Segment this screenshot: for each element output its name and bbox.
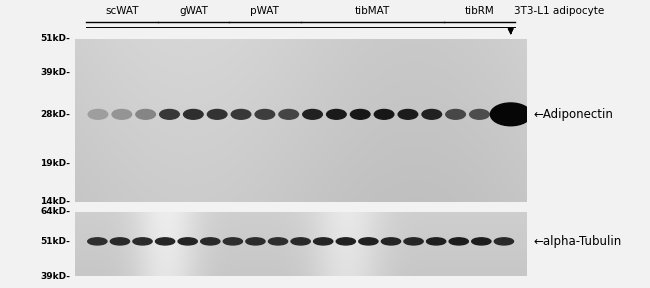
Ellipse shape: [422, 109, 441, 119]
Ellipse shape: [426, 238, 446, 245]
Ellipse shape: [255, 109, 275, 119]
Ellipse shape: [88, 109, 108, 119]
Ellipse shape: [178, 238, 198, 245]
Text: 51kD-: 51kD-: [40, 34, 70, 43]
Ellipse shape: [449, 238, 469, 245]
Ellipse shape: [490, 103, 531, 126]
Ellipse shape: [291, 238, 310, 245]
Ellipse shape: [268, 238, 288, 245]
Ellipse shape: [494, 238, 514, 245]
Text: 39kD-: 39kD-: [40, 68, 70, 77]
Text: 14kD-: 14kD-: [40, 197, 70, 206]
Ellipse shape: [350, 109, 370, 119]
Text: tibMAT: tibMAT: [354, 6, 390, 16]
Ellipse shape: [472, 238, 491, 245]
Ellipse shape: [336, 238, 356, 245]
Ellipse shape: [201, 238, 220, 245]
Ellipse shape: [446, 109, 465, 119]
Ellipse shape: [155, 238, 175, 245]
Ellipse shape: [223, 238, 242, 245]
Ellipse shape: [326, 109, 346, 119]
Text: 3T3-L1 adipocyte: 3T3-L1 adipocyte: [514, 6, 604, 16]
Ellipse shape: [88, 238, 107, 245]
Ellipse shape: [374, 109, 394, 119]
Ellipse shape: [111, 238, 129, 245]
Ellipse shape: [112, 109, 131, 119]
Ellipse shape: [470, 109, 489, 119]
Ellipse shape: [303, 109, 322, 119]
Text: scWAT: scWAT: [105, 6, 138, 16]
Ellipse shape: [382, 238, 400, 245]
Ellipse shape: [160, 109, 179, 119]
Text: 28kD-: 28kD-: [40, 110, 70, 119]
Text: 64kD-: 64kD-: [40, 207, 70, 216]
Ellipse shape: [231, 109, 251, 119]
Text: tibRM: tibRM: [465, 6, 494, 16]
Text: 51kD-: 51kD-: [40, 237, 70, 246]
Ellipse shape: [493, 109, 513, 119]
Ellipse shape: [246, 238, 265, 245]
Text: gWAT: gWAT: [179, 6, 208, 16]
Text: 39kD-: 39kD-: [40, 272, 70, 281]
Ellipse shape: [207, 109, 227, 119]
Ellipse shape: [398, 109, 418, 119]
Text: ←alpha-Tubulin: ←alpha-Tubulin: [533, 235, 621, 248]
Ellipse shape: [404, 238, 423, 245]
Ellipse shape: [183, 109, 203, 119]
Text: pWAT: pWAT: [250, 6, 280, 16]
Ellipse shape: [133, 238, 152, 245]
Text: 19kD-: 19kD-: [40, 159, 70, 168]
Ellipse shape: [136, 109, 155, 119]
Text: ←Adiponectin: ←Adiponectin: [533, 108, 613, 121]
Ellipse shape: [279, 109, 298, 119]
Ellipse shape: [359, 238, 378, 245]
Ellipse shape: [313, 238, 333, 245]
